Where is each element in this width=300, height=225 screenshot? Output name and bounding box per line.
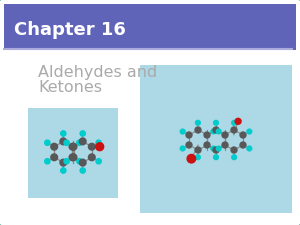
Circle shape (247, 146, 252, 151)
Circle shape (240, 142, 246, 148)
Circle shape (61, 168, 66, 173)
Circle shape (64, 140, 69, 145)
Circle shape (60, 138, 67, 145)
Circle shape (222, 132, 228, 138)
Circle shape (70, 143, 77, 150)
Text: Aldehydes and: Aldehydes and (38, 65, 157, 79)
Circle shape (77, 140, 82, 145)
Circle shape (186, 142, 192, 148)
Circle shape (195, 147, 201, 153)
Circle shape (231, 127, 237, 133)
Circle shape (88, 143, 95, 150)
Circle shape (204, 142, 210, 148)
Circle shape (211, 146, 216, 151)
Circle shape (211, 129, 216, 134)
Circle shape (240, 132, 246, 138)
Circle shape (196, 120, 200, 125)
Circle shape (187, 154, 196, 163)
Bar (28, 108, 118, 198)
Circle shape (180, 146, 185, 151)
Circle shape (51, 143, 58, 150)
Text: Chapter 16: Chapter 16 (14, 21, 126, 39)
Circle shape (216, 129, 221, 134)
Circle shape (51, 154, 58, 161)
Bar (140, 65, 292, 213)
Circle shape (80, 138, 86, 145)
Circle shape (96, 143, 104, 151)
Circle shape (64, 159, 69, 164)
FancyBboxPatch shape (4, 4, 296, 50)
Circle shape (80, 168, 86, 173)
Circle shape (247, 129, 252, 134)
Circle shape (232, 155, 236, 160)
Circle shape (186, 132, 192, 138)
Circle shape (96, 159, 101, 164)
Circle shape (60, 159, 67, 166)
Circle shape (213, 127, 219, 133)
Circle shape (88, 154, 95, 161)
Circle shape (77, 159, 82, 164)
Circle shape (195, 127, 201, 133)
Circle shape (96, 140, 101, 145)
Circle shape (196, 155, 200, 160)
Circle shape (213, 147, 219, 153)
Circle shape (45, 159, 50, 164)
Circle shape (214, 120, 218, 125)
Circle shape (80, 159, 86, 166)
Circle shape (235, 118, 241, 124)
Circle shape (204, 132, 210, 138)
Circle shape (222, 142, 228, 148)
Circle shape (45, 140, 50, 145)
Circle shape (216, 146, 221, 151)
Circle shape (80, 131, 86, 136)
Circle shape (180, 129, 185, 134)
Circle shape (61, 131, 66, 136)
Circle shape (232, 120, 236, 125)
Circle shape (214, 155, 218, 160)
Circle shape (70, 154, 77, 161)
Circle shape (69, 143, 76, 150)
Text: Ketones: Ketones (38, 81, 102, 95)
Circle shape (231, 147, 237, 153)
Circle shape (69, 154, 76, 161)
